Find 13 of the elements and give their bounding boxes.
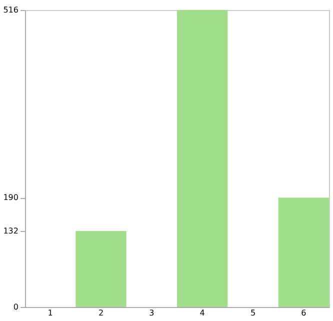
y-tick-label: 516 <box>3 6 18 14</box>
bar <box>177 10 228 307</box>
x-tick-label: 2 <box>98 308 104 318</box>
x-tick-label: 5 <box>250 308 256 318</box>
y-tick-label: 190 <box>3 193 18 202</box>
bar <box>278 198 329 307</box>
bar <box>76 231 126 307</box>
y-tick-label: 132 <box>3 226 18 236</box>
x-tick-label: 4 <box>200 308 205 318</box>
x-tick-label: 6 <box>301 308 306 318</box>
x-tick-label: 3 <box>149 308 154 318</box>
x-tick-label: 1 <box>48 308 53 318</box>
y-tick-label: 0 <box>13 302 18 312</box>
